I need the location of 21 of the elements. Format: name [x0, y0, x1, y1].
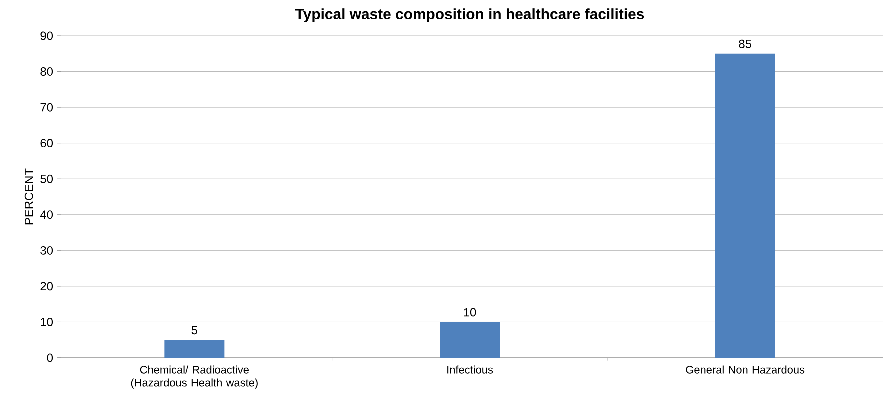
x-tick-label: General Non Hazardous: [686, 366, 805, 374]
bar: [715, 54, 776, 358]
chart-title: Typical waste composition in healthcare facilities: [296, 8, 644, 22]
bar: [164, 340, 225, 358]
y-tick-label: 50: [40, 174, 54, 184]
y-tick-label: 10: [41, 318, 54, 326]
y-tick-label: 30: [40, 246, 54, 255]
data-label: 10: [464, 308, 476, 317]
y-tick-label: 20: [40, 282, 54, 291]
y-axis-title: PERCENT: [24, 168, 34, 225]
y-tick-label: 60: [40, 139, 54, 148]
y-tick-label: 90: [40, 32, 54, 40]
y-tick-label: 70: [40, 103, 54, 112]
y-tick-label: 40: [40, 210, 54, 220]
x-tick-label: Infectious: [448, 366, 494, 374]
bar: [440, 322, 500, 358]
data-label: 85: [739, 40, 752, 48]
data-label: 5: [192, 326, 198, 335]
y-tick-label: 0: [47, 354, 54, 362]
x-tick-label: Chemical/ Radioactive (Hazardous Health waste): [131, 366, 258, 389]
y-tick-label: 80: [40, 68, 54, 76]
